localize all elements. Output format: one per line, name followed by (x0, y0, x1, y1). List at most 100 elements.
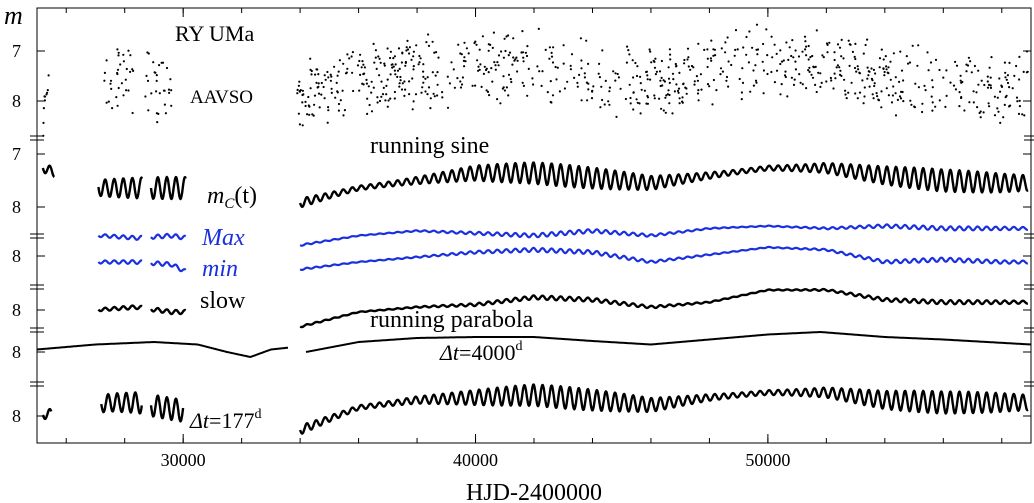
series-0-point (372, 42, 375, 46)
series-0-point (814, 65, 817, 68)
series-0-point (109, 79, 113, 82)
series-0-point (867, 74, 870, 77)
series-0-point (977, 83, 980, 86)
series-0-point (362, 73, 365, 76)
series-0-point (675, 64, 678, 67)
series-0-point (587, 82, 590, 85)
min-label: min (202, 256, 238, 282)
series-0-point (327, 109, 330, 112)
series-0-point (838, 46, 842, 49)
series-0-point (954, 88, 958, 91)
series-0-point (403, 80, 406, 83)
series-0-point (310, 69, 313, 73)
y-tick-label: 8 (12, 91, 21, 111)
series-0-point (537, 27, 540, 30)
series-2-line (97, 233, 143, 241)
series-0-point (790, 54, 793, 58)
series-0-point (424, 77, 427, 80)
series-0-point (46, 89, 49, 92)
series-0-point (463, 56, 466, 59)
series-0-point (669, 58, 672, 61)
series-0-point (877, 98, 880, 101)
series-0-point (337, 102, 341, 106)
series-0-point (662, 109, 665, 112)
series-0-point (805, 45, 808, 48)
series-0-point (473, 41, 476, 45)
series-0-point (414, 93, 418, 96)
series-0-point (866, 38, 869, 41)
series-0-point (504, 49, 507, 53)
series-0-point (976, 106, 979, 109)
series-0-point (892, 52, 896, 55)
series-0-point (660, 76, 663, 79)
series-0-point (966, 64, 970, 67)
series-0-point (389, 56, 392, 60)
series-0-point (373, 61, 376, 64)
series-0-point (110, 87, 113, 90)
series-0-point (563, 87, 567, 90)
running-sine-label: running sine (370, 133, 489, 159)
series-0-point (391, 66, 394, 69)
series-0-point (170, 104, 173, 107)
series-0-point (42, 107, 46, 110)
series-0-point (337, 109, 340, 112)
series-0-point (741, 81, 745, 84)
series-0-point (505, 35, 508, 38)
series-0-point (408, 93, 411, 96)
series-0-point (412, 50, 415, 53)
series-0-point (346, 67, 349, 70)
series-0-point (917, 44, 920, 47)
series-0-point (1017, 112, 1021, 115)
series-0-point (801, 83, 804, 86)
series-0-point (298, 80, 301, 83)
series-0-point (738, 77, 741, 81)
series-0-point (674, 62, 677, 66)
series-0-point (672, 78, 675, 81)
series-0-point (873, 84, 876, 88)
series-0-point (320, 81, 323, 85)
series-0-point (418, 61, 421, 64)
series-0-point (554, 65, 557, 69)
series-0-point (330, 87, 333, 90)
series-0-point (770, 35, 773, 38)
series-0-point (695, 75, 699, 78)
series-0-point (412, 68, 415, 71)
series-0-point (366, 97, 369, 100)
series-0-point (122, 60, 125, 63)
y-tick-label: 8 (12, 246, 21, 266)
series-0-point (525, 54, 529, 58)
series-0-point (938, 68, 941, 72)
series-0-point (724, 51, 727, 54)
series-0-point (803, 35, 807, 38)
series-0-point (446, 106, 450, 109)
series-0-point (516, 70, 519, 73)
series-0-point (385, 84, 388, 87)
series-0-point (544, 48, 547, 52)
series-0-point (858, 91, 862, 94)
series-0-point (400, 88, 404, 91)
series-0-point (639, 82, 642, 85)
series-0-point (668, 48, 672, 51)
series-0-point (720, 47, 723, 50)
series-0-point (615, 115, 618, 118)
series-0-point (840, 38, 843, 42)
series-0-point (671, 112, 674, 115)
series-0-point (411, 108, 414, 111)
series-0-point (996, 96, 999, 99)
series-0-point (132, 69, 135, 72)
series-0-point (435, 51, 438, 54)
series-0-point (967, 56, 971, 59)
series-0-point (429, 97, 432, 100)
series-0-point (558, 90, 562, 93)
series-0-point (762, 92, 765, 95)
series-0-point (456, 77, 459, 80)
series-0-point (900, 90, 903, 93)
series-0-point (154, 71, 157, 74)
series-0-point (604, 79, 607, 82)
series-0-point (427, 44, 431, 48)
series-0-point (993, 95, 997, 98)
series-0-point (983, 83, 986, 87)
series-0-point (404, 64, 407, 67)
series-0-point (336, 90, 339, 93)
series-0-point (526, 94, 529, 97)
